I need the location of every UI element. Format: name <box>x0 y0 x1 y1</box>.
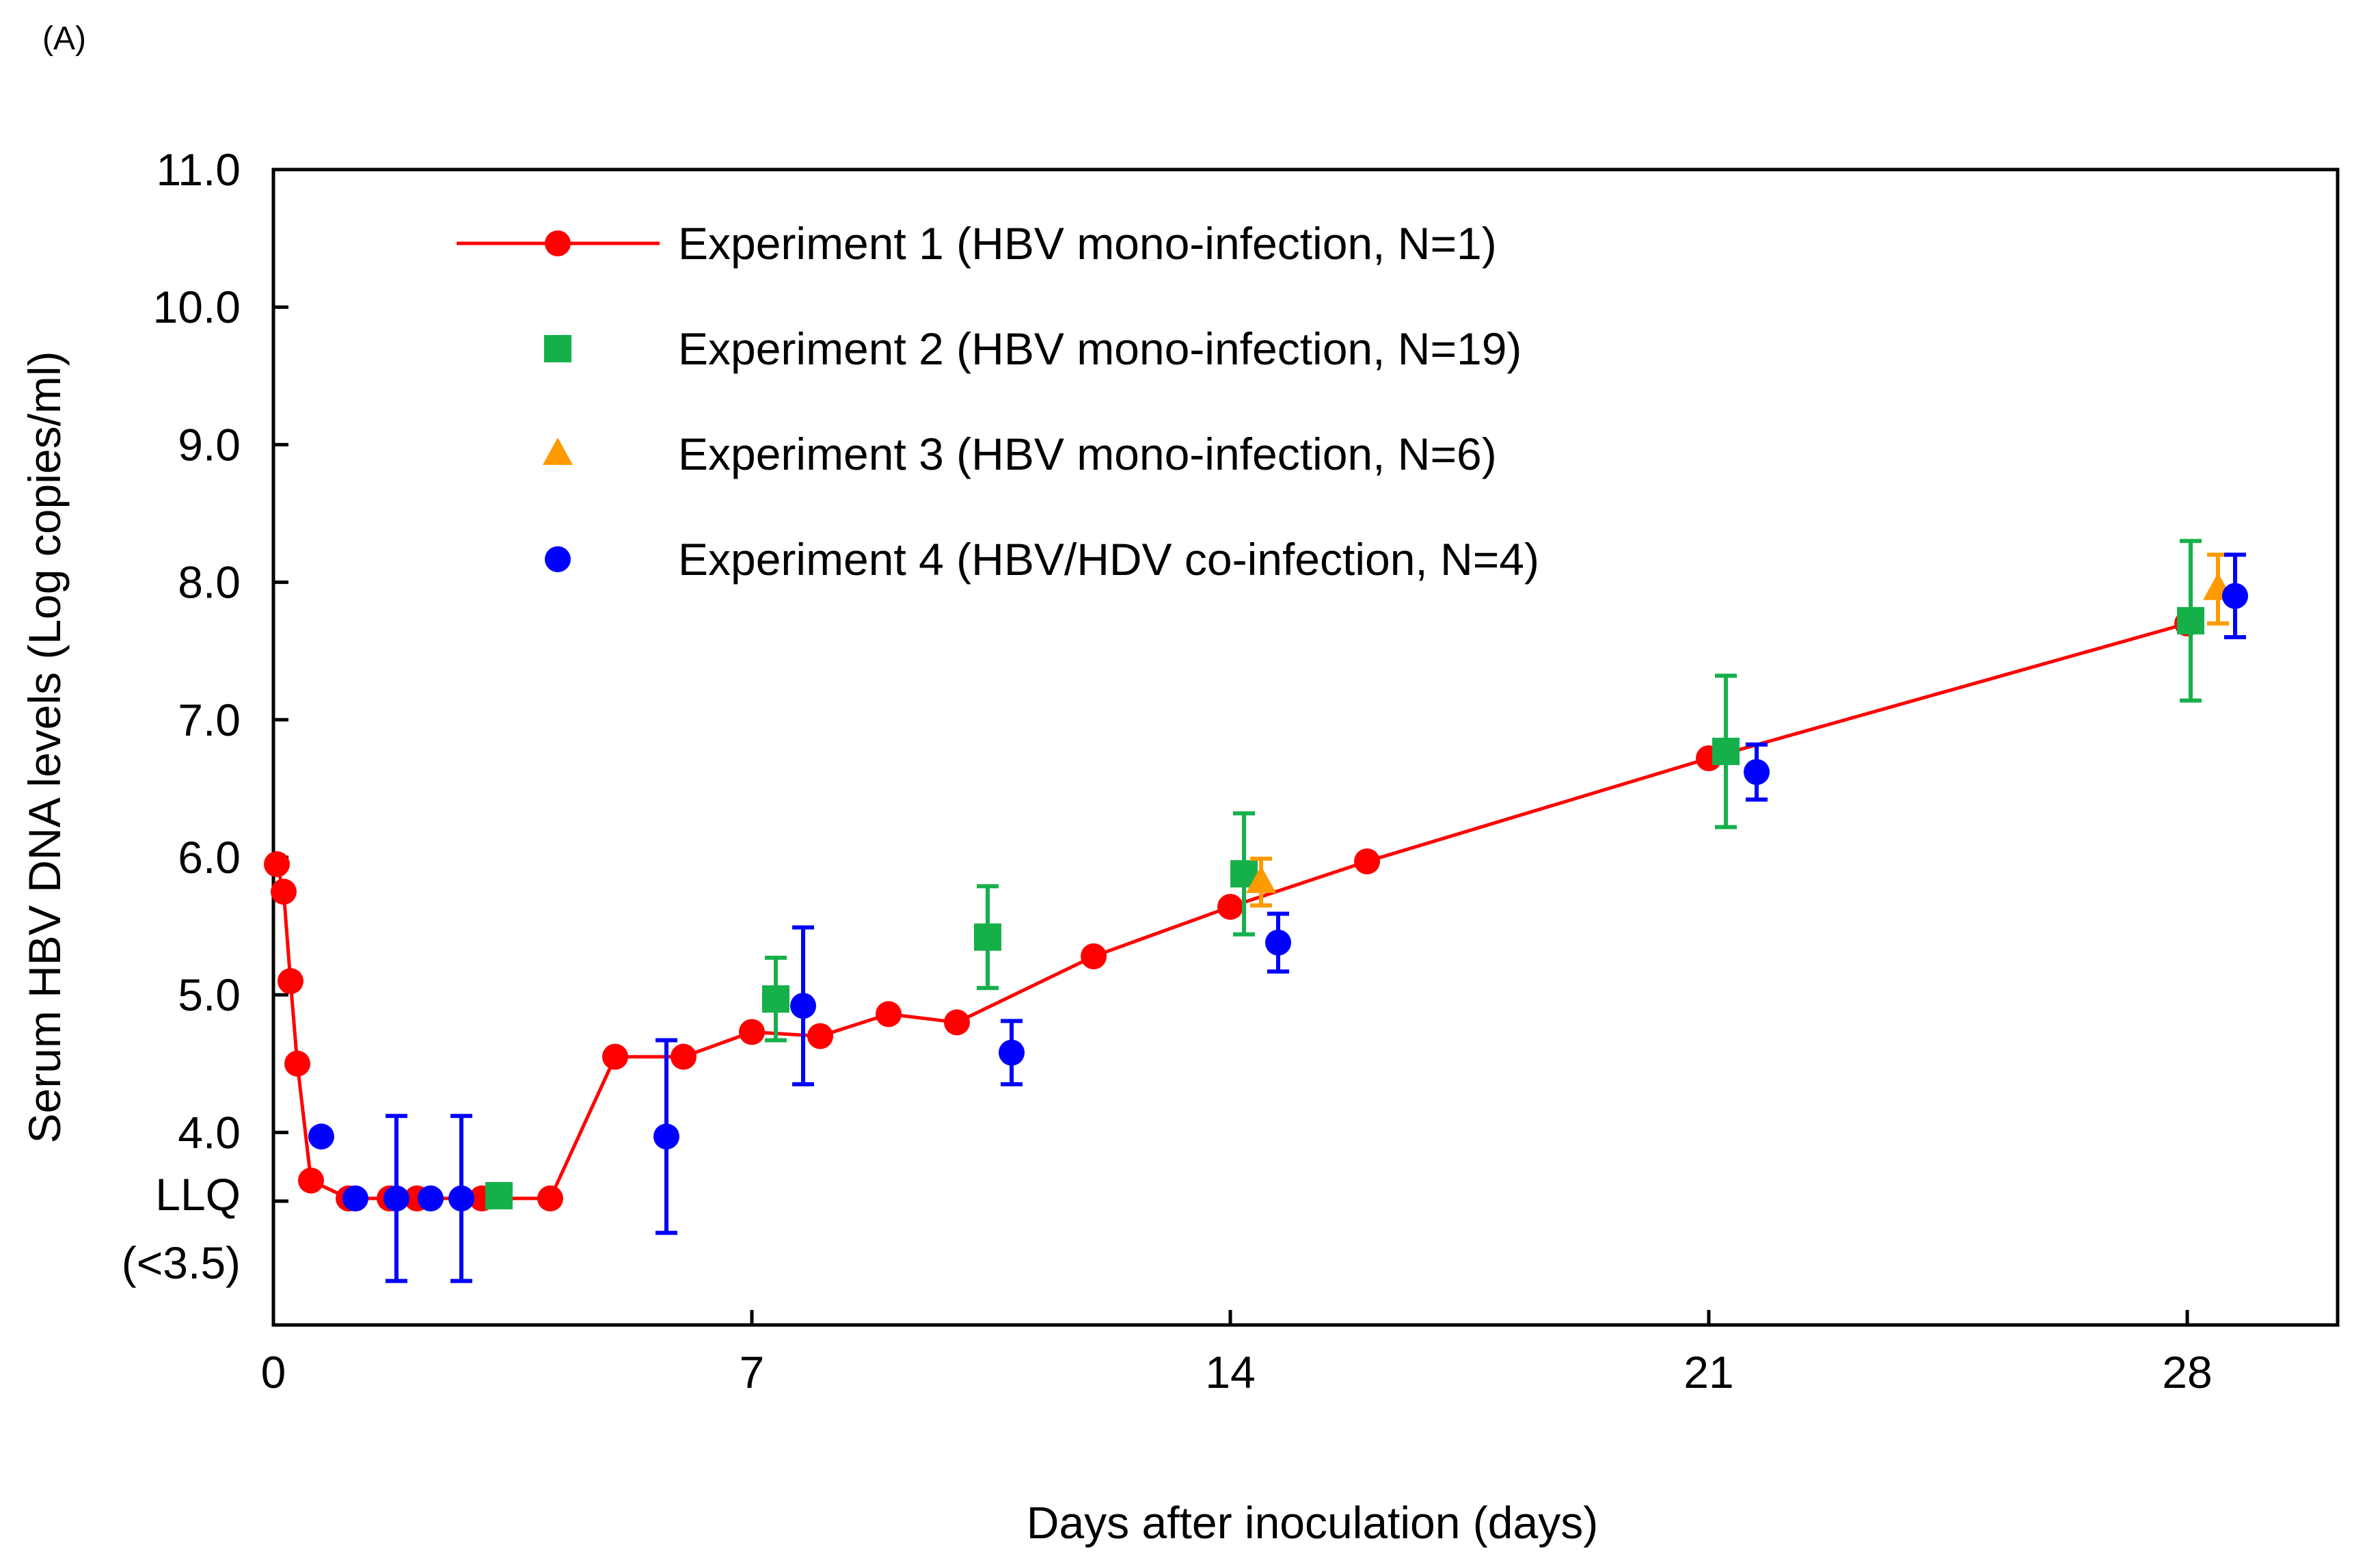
data-point <box>1081 943 1107 969</box>
data-point <box>762 985 789 1013</box>
data-point <box>1265 929 1291 956</box>
data-point <box>1217 894 1243 920</box>
legend-label: Experiment 2 (HBV mono-infection, N=19) <box>678 323 1522 374</box>
data-point <box>2222 582 2248 609</box>
data-point <box>790 993 816 1019</box>
data-point <box>271 879 297 905</box>
legend-marker <box>543 438 573 465</box>
y-tick-label: 9.0 <box>178 419 241 470</box>
legend-marker <box>545 230 571 256</box>
llq-label: LLQ <box>155 1169 241 1220</box>
data-point <box>2177 606 2204 634</box>
x-tick-label: 7 <box>740 1347 765 1397</box>
panel-label: (A) <box>42 21 86 57</box>
data-point <box>537 1185 563 1211</box>
x-tick-label: 0 <box>261 1347 286 1397</box>
y-tick-label: 6.0 <box>178 832 241 883</box>
legend-marker <box>545 546 571 572</box>
legend-label: Experiment 1 (HBV mono-infection, N=1) <box>678 218 1497 269</box>
x-tick-label: 21 <box>1683 1347 1733 1397</box>
plot-area <box>271 168 2340 1327</box>
data-point <box>807 1023 833 1049</box>
series-4 <box>308 552 2248 1283</box>
data-point <box>284 1050 310 1077</box>
data-point <box>1744 759 1770 786</box>
y-tick-label: 8.0 <box>178 557 241 608</box>
y-tick-label: 10.0 <box>153 282 241 332</box>
series-1 <box>264 610 2200 1211</box>
data-point <box>1246 866 1276 894</box>
llq-sublabel: (<3.5) <box>122 1237 241 1288</box>
data-point <box>999 1039 1025 1066</box>
data-point <box>974 923 1001 951</box>
legend-marker <box>544 335 571 362</box>
data-point <box>671 1043 697 1070</box>
y-tick-label: 5.0 <box>178 969 241 1020</box>
y-axis-label: Serum HBV DNA levels (Log copies/ml) <box>19 351 70 1143</box>
x-axis: 0 7 14 21 28 <box>261 1310 2213 1397</box>
y-tick-label: 4.0 <box>178 1107 241 1157</box>
data-point <box>1354 848 1380 874</box>
data-point <box>602 1043 628 1070</box>
series-layer <box>264 539 2248 1283</box>
series-2 <box>485 539 2204 1209</box>
data-point <box>739 1019 765 1045</box>
legend: Experiment 1 (HBV mono-infection, N=1) Ex… <box>457 218 1539 585</box>
data-point <box>448 1185 474 1211</box>
legend-label: Experiment 3 (HBV mono-infection, N=6) <box>678 429 1497 479</box>
data-point <box>1712 738 1740 766</box>
data-point <box>342 1185 368 1211</box>
y-tick-label: 7.0 <box>178 695 241 745</box>
data-point <box>298 1167 324 1194</box>
y-axis: 4.0 5.0 6.0 7.0 8.0 9.0 10.0 11.0 <box>153 144 288 1203</box>
data-point <box>383 1185 409 1211</box>
legend-item-1: Experiment 1 (HBV mono-infection, N=1) <box>457 218 1497 269</box>
y-tick-label: 11.0 <box>156 144 241 195</box>
legend-item-3: Experiment 3 (HBV mono-infection, N=6) <box>543 429 1497 479</box>
data-point <box>264 851 290 878</box>
data-point <box>876 1001 902 1028</box>
data-point <box>653 1123 679 1150</box>
data-point <box>308 1123 334 1150</box>
x-axis-label: Days after inoculation (days) <box>1027 1497 1598 1548</box>
legend-item-4: Experiment 4 (HBV/HDV co-infection, N=4) <box>545 534 1539 585</box>
legend-label: Experiment 4 (HBV/HDV co-infection, N=4) <box>678 534 1539 585</box>
x-tick-label: 14 <box>1205 1347 1255 1397</box>
data-point <box>278 968 303 995</box>
data-point <box>944 1009 970 1036</box>
data-point <box>418 1185 444 1211</box>
legend-item-2: Experiment 2 (HBV mono-infection, N=19) <box>544 323 1522 374</box>
x-tick-label: 28 <box>2162 1347 2212 1397</box>
data-point <box>485 1181 513 1209</box>
plot-frame <box>271 168 2340 1327</box>
